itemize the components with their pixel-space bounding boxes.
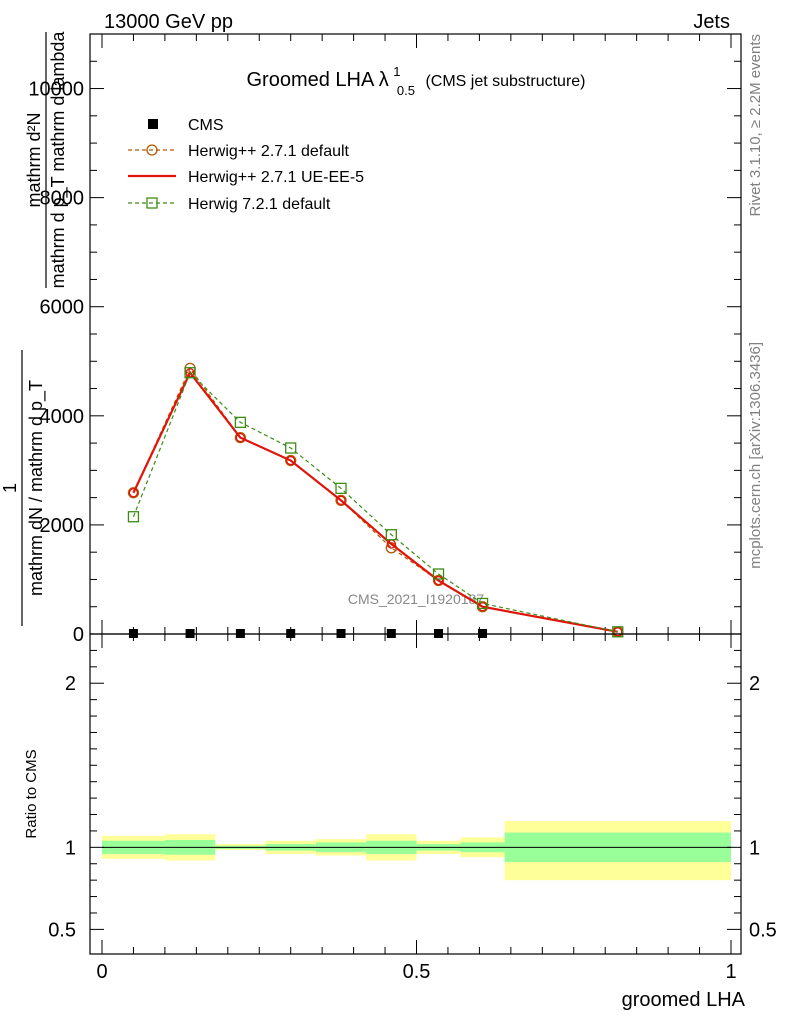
- chart-title-sup: 1: [393, 64, 400, 79]
- legend-label-herwig7-default: Herwig 7.2.1 default: [188, 196, 331, 213]
- data-point-square: [285, 442, 297, 454]
- watermark-label: CMS_2021_I1920187: [348, 591, 484, 607]
- ratio-y-tick-label-right: 0.5: [749, 919, 777, 941]
- legend-marker-herwigpp-default: [146, 144, 158, 156]
- chart-title: Groomed LHA λ 1 0.5 (CMS jet substructur…: [246, 63, 585, 99]
- header-right-label: Jets: [693, 11, 730, 33]
- y-label-numerator: mathrm d²N: [24, 112, 44, 207]
- x-tick-label: 1: [725, 961, 736, 983]
- data-point-marker: [185, 368, 195, 378]
- data-point-marker: [336, 495, 346, 506]
- main-y-tick-label: 4000: [40, 406, 85, 428]
- chart-title-lambda: λ: [379, 69, 389, 91]
- chart-title-note: (CMS jet substructure): [425, 73, 585, 90]
- ratio-y-tick-label-right: 1: [749, 837, 760, 859]
- data-point-square: [612, 626, 624, 638]
- legend: CMS Herwig++ 2.7.1 default Herwig++ 2.7.…: [128, 117, 364, 213]
- data-point-marker: [433, 575, 444, 586]
- main-y-axis-label: mathrm d²N mathrm d p_T mathrm d lambda …: [0, 31, 69, 626]
- series-3: [127, 367, 624, 638]
- ratio-plot-frame: [89, 633, 742, 955]
- main-plot-panel: 0 2000 4000 6000 8000 10000 CMS_2021_I1920187…: [0, 31, 742, 646]
- data-point-circle: [285, 454, 297, 467]
- legend-label-cms: CMS: [188, 117, 224, 134]
- main-y-ticks: 0 2000 4000 6000 8000 10000: [28, 33, 741, 646]
- ratio-y-tick-label: 0.5: [48, 919, 76, 941]
- legend-marker-cms: [148, 119, 158, 129]
- data-point-square: [234, 416, 247, 429]
- y-label-prefix-numerator: 1: [0, 483, 20, 493]
- data-point-square: [184, 367, 196, 379]
- legend-label-herwigpp-ueee5: Herwig++ 2.7.1 UE-EE-5: [188, 169, 364, 186]
- series-line-2: [132, 370, 618, 633]
- legend-item-cms: CMS: [148, 117, 224, 134]
- data-point-circle: [335, 494, 347, 507]
- data-point-marker: [477, 602, 488, 612]
- data-point-circle: [234, 431, 247, 444]
- data-point-square: [385, 529, 397, 541]
- chart-title-sub: 0.5: [397, 83, 415, 98]
- main-y-tick-label: 10000: [28, 79, 84, 101]
- ratio-y-tick-label: 2: [65, 673, 76, 695]
- ratio-y-ticks: 0.5 0.5 1 1 2 2: [48, 649, 777, 941]
- legend-item-herwig7-default: Herwig 7.2.1 default: [128, 196, 331, 213]
- data-point-square: [335, 482, 347, 495]
- header-left-label: 13000 GeV pp: [104, 11, 233, 33]
- x-tick-label: 0: [96, 961, 107, 983]
- ratio-y-axis-label: Ratio to CMS: [23, 749, 40, 838]
- data-point-marker: [128, 488, 139, 498]
- ratio-bands-group: [102, 821, 731, 881]
- y-label-prefix-denominator: mathrm dN / mathrm d p_T: [26, 380, 47, 596]
- data-point-marker: [613, 627, 623, 637]
- series-line-3: [132, 371, 618, 633]
- data-point-marker: [286, 455, 296, 466]
- data-point-square: [476, 597, 489, 610]
- data-point-square: [127, 511, 140, 523]
- x-axis-label: groomed LHA: [622, 989, 746, 1011]
- mcplots-label: mcplots.cern.ch [arXiv:1306.3436]: [747, 342, 764, 569]
- legend-marker-herwig7-default: [146, 197, 158, 209]
- data-point-circle: [432, 574, 445, 587]
- ratio-plot-panel: 0.5 0.51 12 2 0 0.5 1 Ratio to CMS groomed LH…: [23, 633, 777, 1011]
- series-2: [128, 368, 623, 637]
- data-point-marker: [235, 432, 246, 443]
- x-tick-label: 0.5: [403, 961, 431, 983]
- legend-label-herwigpp-default: Herwig++ 2.7.1 default: [188, 143, 350, 160]
- ratio-y-tick-label: 1: [65, 837, 76, 859]
- legend-item-herwigpp-ueee5: Herwig++ 2.7.1 UE-EE-5: [128, 169, 364, 186]
- main-y-tick-label: 8000: [40, 188, 85, 210]
- main-y-tick-label: 2000: [40, 515, 85, 537]
- data-point-square: [432, 568, 445, 580]
- rivet-version-label: Rivet 3.1.10, ≥ 2.2M events: [747, 34, 764, 217]
- main-y-tick-label: 6000: [40, 297, 85, 319]
- data-point-circle: [127, 487, 140, 499]
- main-y-tick-label: 0: [73, 624, 84, 646]
- main-x-ticks: [101, 34, 732, 634]
- legend-item-herwigpp-default: Herwig++ 2.7.1 default: [128, 143, 350, 160]
- ratio-y-tick-label-right: 2: [749, 673, 760, 695]
- ratio-x-ticks: 0 0.5 1: [96, 634, 737, 983]
- chart-title-main: Groomed LHA: [246, 69, 374, 91]
- y-label-denominator: mathrm d p_T mathrm d lambda: [48, 31, 69, 289]
